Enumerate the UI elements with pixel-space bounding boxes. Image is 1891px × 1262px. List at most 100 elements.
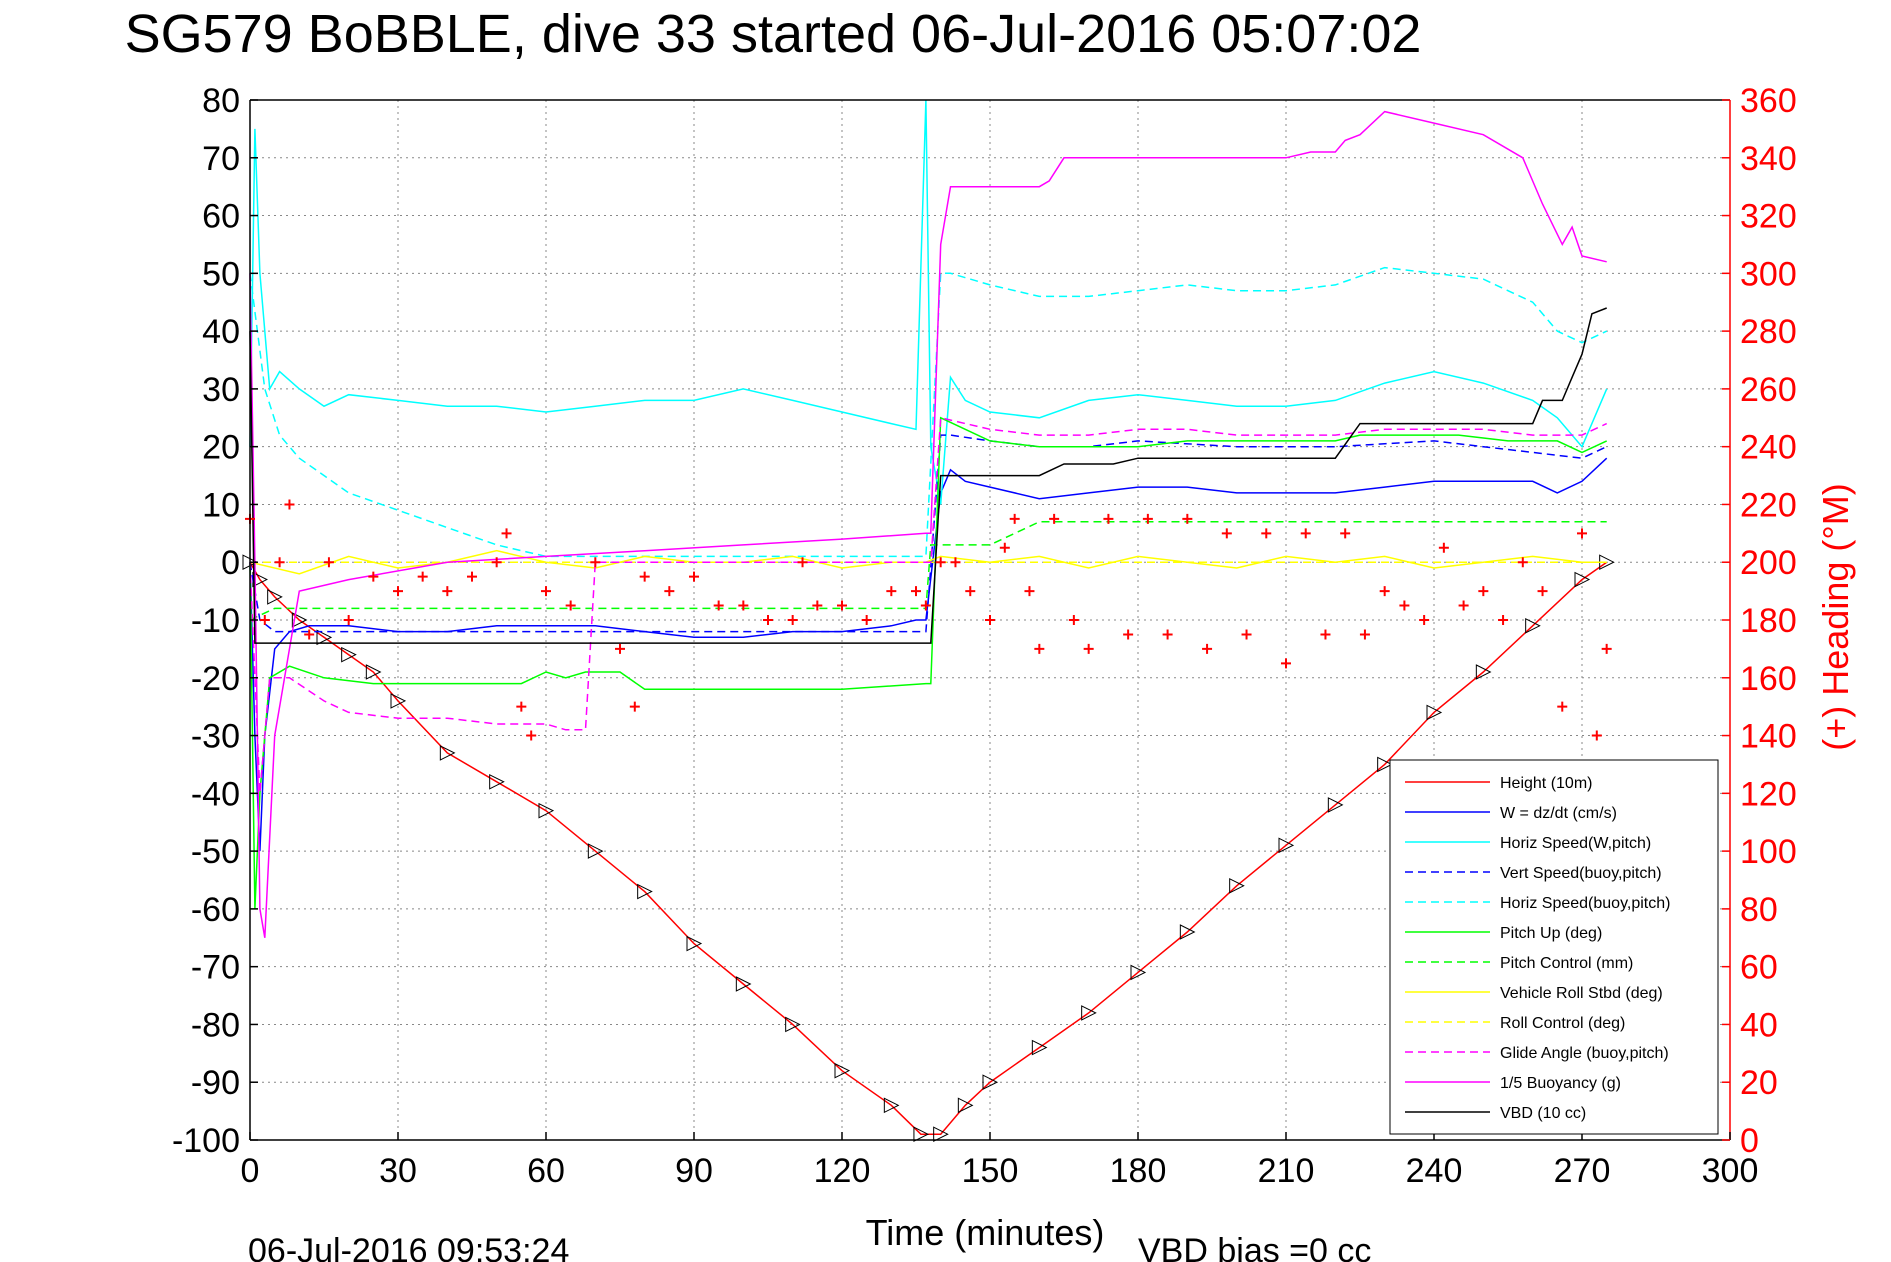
height-marker bbox=[1229, 877, 1245, 894]
legend: Height (10m) W = dz/dt (cm/s) Horiz Speed(… bbox=[1389, 759, 1719, 1135]
heading-point bbox=[639, 571, 650, 582]
x-tick-label: 300 bbox=[1702, 1152, 1759, 1190]
heading-point bbox=[1577, 528, 1587, 539]
heading-point bbox=[1478, 586, 1489, 597]
heading-point bbox=[541, 586, 551, 597]
series-glide-angle-buoy-pitch bbox=[249, 416, 1608, 794]
y2-tick-label: 200 bbox=[1740, 544, 1797, 582]
y2-tick-label: 220 bbox=[1740, 486, 1797, 524]
heading-point bbox=[343, 615, 354, 625]
y-tick-label: -20 bbox=[191, 660, 240, 698]
heading-point bbox=[797, 557, 808, 568]
heading-point bbox=[526, 730, 537, 741]
height-marker bbox=[587, 843, 604, 859]
series-1-5-buoyancy-g bbox=[249, 110, 1607, 938]
series-w-dz-dt-cm-s bbox=[249, 457, 1608, 852]
heading-point bbox=[920, 600, 931, 611]
height-marker bbox=[316, 629, 333, 646]
y-tick-label: -100 bbox=[172, 1122, 240, 1160]
height-marker bbox=[390, 693, 407, 709]
x-tick-label: 30 bbox=[379, 1152, 417, 1190]
heading-point bbox=[565, 600, 576, 611]
height-marker bbox=[538, 802, 555, 819]
height-marker bbox=[1031, 1039, 1048, 1056]
series-horiz-speed-w-pitch bbox=[249, 99, 1608, 505]
heading-point bbox=[467, 571, 477, 582]
series-vbd-10-cc bbox=[249, 307, 1607, 644]
heading-point bbox=[935, 557, 946, 568]
heading-point bbox=[985, 615, 995, 625]
heading-point bbox=[965, 586, 976, 597]
heading-point bbox=[1458, 600, 1469, 611]
height-marker bbox=[1130, 964, 1147, 981]
height-marker bbox=[489, 773, 505, 790]
heading-point bbox=[491, 557, 502, 568]
x-tick-label: 0 bbox=[241, 1152, 260, 1190]
height-marker bbox=[686, 935, 703, 952]
height-marker bbox=[1278, 837, 1295, 854]
plot-series bbox=[242, 99, 1615, 1143]
height-marker bbox=[1525, 617, 1541, 634]
heading-point bbox=[787, 615, 798, 625]
height-marker bbox=[267, 589, 283, 605]
heading-point bbox=[1281, 658, 1291, 669]
x-axis-label: Time (minutes) bbox=[866, 1212, 1105, 1253]
height-marker bbox=[1475, 664, 1492, 680]
heading-point bbox=[1261, 528, 1272, 539]
heading-point bbox=[1221, 528, 1232, 539]
legend-label: Roll Control (deg) bbox=[1500, 1015, 1625, 1032]
heading-point bbox=[999, 542, 1010, 553]
y-tick-label: -10 bbox=[191, 602, 240, 640]
heading-point bbox=[1517, 557, 1528, 568]
legend-label: Horiz Speed(W,pitch) bbox=[1500, 835, 1651, 852]
heading-point bbox=[1241, 629, 1252, 640]
legend-label: Pitch Up (deg) bbox=[1500, 925, 1602, 942]
heading-point bbox=[1379, 586, 1390, 597]
height-marker bbox=[883, 1097, 900, 1114]
heading-point bbox=[1202, 643, 1213, 654]
heading-point bbox=[442, 586, 453, 597]
heading-point bbox=[1103, 513, 1114, 524]
heading-point bbox=[713, 600, 724, 611]
height-marker bbox=[834, 1062, 851, 1079]
series-pitch-control-mm bbox=[249, 521, 1607, 621]
heading-point bbox=[501, 528, 512, 539]
timestamp-footer: 06-Jul-2016 09:53:24 bbox=[248, 1232, 569, 1262]
heading-point bbox=[664, 586, 675, 597]
y2-tick-label: 240 bbox=[1740, 429, 1797, 467]
series-pitch-up-deg bbox=[249, 416, 1608, 909]
height-marker bbox=[982, 1074, 999, 1091]
heading-point bbox=[516, 701, 527, 712]
heading-point bbox=[1498, 615, 1509, 625]
heading-point bbox=[1068, 615, 1079, 625]
heading-point bbox=[1142, 513, 1153, 524]
heading-point bbox=[1557, 701, 1568, 712]
height-marker bbox=[735, 976, 752, 992]
heading-point bbox=[886, 586, 897, 597]
heading-point bbox=[812, 600, 823, 611]
y2-tick-label: 40 bbox=[1740, 1006, 1778, 1044]
y-tick-label: 70 bbox=[202, 140, 240, 178]
y2-tick-label: 180 bbox=[1740, 602, 1797, 640]
heading-point bbox=[259, 615, 270, 625]
heading-point bbox=[1419, 615, 1430, 625]
y2-tick-label: 20 bbox=[1740, 1064, 1778, 1102]
y-tick-label: 10 bbox=[202, 486, 240, 524]
heading-point bbox=[689, 571, 699, 582]
height-marker bbox=[1081, 1005, 1097, 1021]
series-vert-speed-buoy-pitch bbox=[249, 434, 1608, 633]
y2-tick-label: 120 bbox=[1740, 775, 1797, 813]
heading-point bbox=[1399, 600, 1410, 611]
height-marker bbox=[439, 745, 456, 761]
y-tick-label: 50 bbox=[202, 255, 240, 293]
height-marker bbox=[933, 1126, 949, 1143]
heading-point bbox=[837, 600, 847, 611]
tick-labels: 0 30 60 90 120 150 180 210 240 270 300-100-90-80-7… bbox=[172, 82, 1797, 1190]
height-marker bbox=[957, 1097, 974, 1114]
heading-point bbox=[1359, 629, 1370, 640]
heading-point bbox=[304, 629, 315, 640]
y2-tick-label: 260 bbox=[1740, 371, 1797, 409]
legend-label: Horiz Speed(buoy,pitch) bbox=[1500, 895, 1670, 912]
height-marker bbox=[1179, 924, 1196, 940]
